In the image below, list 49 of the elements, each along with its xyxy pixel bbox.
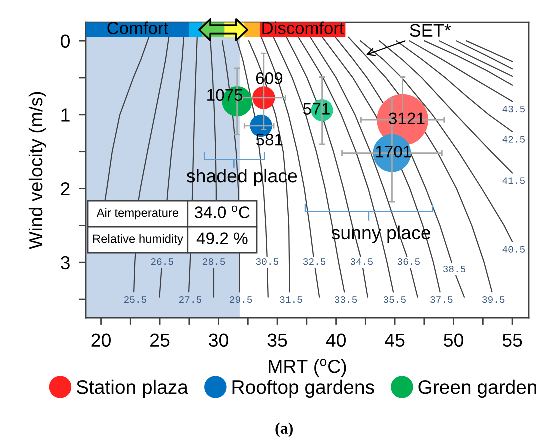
series-label: 34.5 xyxy=(350,258,373,266)
y-tick-label: 3 xyxy=(61,256,70,270)
series-label: 29.5 xyxy=(230,296,252,304)
series-label: 33.5 xyxy=(334,296,358,304)
annotation: SET* xyxy=(410,24,452,38)
series-label: 39.5 xyxy=(482,296,505,304)
band-label: Discomfort xyxy=(262,22,344,34)
data-label: 1701 xyxy=(376,146,412,158)
series-label: 41.5 xyxy=(502,178,525,184)
band-label: Comfort xyxy=(108,22,168,34)
x-tick-label: 20 xyxy=(92,334,111,348)
series-label: 36.5 xyxy=(398,258,420,266)
series-label: 26.5 xyxy=(151,258,174,266)
legend-label: Green garden xyxy=(418,380,536,398)
series-label: 28.5 xyxy=(203,258,226,266)
x-tick-label: 50 xyxy=(444,334,464,348)
series-label: 25.5 xyxy=(124,296,146,304)
x-tick-label: 55 xyxy=(502,334,522,348)
annotation: 49.2 % xyxy=(196,232,248,244)
x-tick-label: 45 xyxy=(385,334,405,348)
series-label: 31.5 xyxy=(280,296,302,304)
line-series xyxy=(424,40,514,86)
series-label: 42.5 xyxy=(502,136,525,143)
data-label: 1075 xyxy=(208,89,243,102)
line-series xyxy=(409,40,514,102)
y-tick-label: 0 xyxy=(61,34,70,48)
annotation: Relative humidity xyxy=(93,234,184,246)
x-tick-label: 40 xyxy=(326,334,346,348)
x-tick-label: 25 xyxy=(150,334,170,348)
y-axis-title: Wind velocity (m/s) xyxy=(28,92,46,250)
annotation: 34.0 $^{o}$C xyxy=(194,206,250,218)
legend-label: Station plaza xyxy=(76,380,188,398)
x-tick-label: 35 xyxy=(268,334,288,348)
annotation: Air temperature xyxy=(96,208,179,220)
series-label: 40.5 xyxy=(502,246,525,253)
series-label: 35.5 xyxy=(384,296,406,304)
series-label: 43.5 xyxy=(502,106,525,113)
y-tick-label: 2 xyxy=(61,182,70,196)
data-label: 3121 xyxy=(389,112,425,125)
x-tick-label: 30 xyxy=(209,334,228,348)
x-axis-title: MRT ($^{o}$C) xyxy=(269,359,346,377)
legend-label: Rooftop gardens xyxy=(232,380,374,398)
series-label: 38.5 xyxy=(443,266,466,273)
series-label: 30.5 xyxy=(256,258,278,266)
y-tick-label: 1 xyxy=(62,108,70,122)
series-label: 32.5 xyxy=(303,258,326,266)
series-label: 27.5 xyxy=(179,296,202,304)
series-label: 37.5 xyxy=(430,296,453,304)
text: (a) xyxy=(276,422,293,438)
